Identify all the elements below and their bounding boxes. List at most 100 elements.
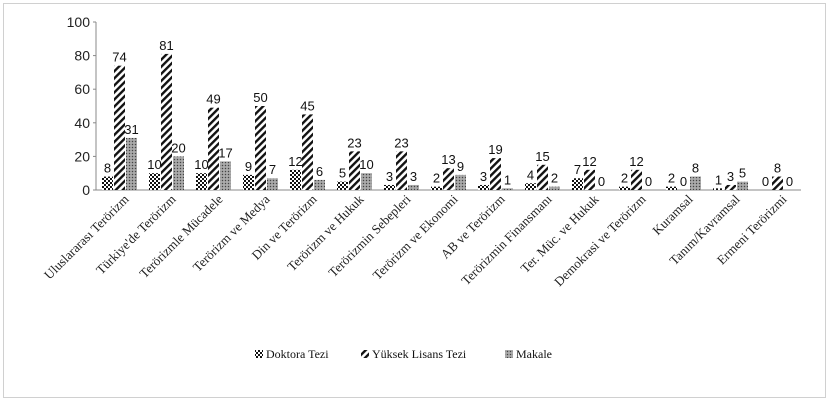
data-label-doktora-tezi: 4 xyxy=(527,167,534,182)
bar-yuksek-lisans-tezi xyxy=(443,168,454,190)
x-category-label: Terörizmin Sebepleri xyxy=(325,191,414,280)
data-label-makale: 20 xyxy=(171,140,185,155)
data-label-yuksek-lisans-tezi: 19 xyxy=(488,142,502,157)
bar-doktora-tezi xyxy=(102,177,113,190)
bar-doktora-tezi xyxy=(713,188,724,190)
data-label-yuksek-lisans-tezi: 15 xyxy=(535,149,549,164)
y-tick-label: 60 xyxy=(74,81,90,97)
data-label-yuksek-lisans-tezi: 23 xyxy=(347,135,361,150)
data-label-makale: 31 xyxy=(124,122,138,137)
data-label-yuksek-lisans-tezi: 0 xyxy=(680,174,687,189)
y-axis-ticks: 0 20 40 60 80 100 xyxy=(67,14,96,198)
bar-yuksek-lisans-tezi xyxy=(584,170,595,190)
bar-yuksek-lisans-tezi xyxy=(772,177,783,190)
bar-yuksek-lisans-tezi xyxy=(396,151,407,190)
data-label-makale: 5 xyxy=(739,166,746,181)
data-label-doktora-tezi: 2 xyxy=(433,171,440,186)
data-label-yuksek-lisans-tezi: 12 xyxy=(629,154,643,169)
legend-swatch-makale xyxy=(505,350,513,358)
data-label-yuksek-lisans-tezi: 13 xyxy=(441,152,455,167)
x-category-label: Demokrasi ve Terörizm xyxy=(551,192,649,290)
data-label-yuksek-lisans-tezi: 50 xyxy=(253,90,267,105)
data-label-makale: 7 xyxy=(269,162,276,177)
bar-makale xyxy=(314,180,325,190)
data-label-doktora-tezi: 0 xyxy=(762,174,769,189)
bar-makale xyxy=(126,138,137,190)
data-label-doktora-tezi: 5 xyxy=(339,166,346,181)
bar-doktora-tezi xyxy=(478,185,489,190)
data-label-yuksek-lisans-tezi: 49 xyxy=(206,92,220,107)
data-label-makale: 2 xyxy=(551,171,558,186)
data-label-makale: 1 xyxy=(504,172,511,187)
data-label-makale: 0 xyxy=(786,174,793,189)
bar-yuksek-lisans-tezi xyxy=(255,106,266,190)
x-category-label: Terörizmle Mücadele xyxy=(136,191,225,280)
y-tick-label: 40 xyxy=(74,115,90,131)
data-label-doktora-tezi: 8 xyxy=(104,161,111,176)
data-label-doktora-tezi: 3 xyxy=(386,169,393,184)
bar-makale xyxy=(267,178,278,190)
data-label-yuksek-lisans-tezi: 23 xyxy=(394,135,408,150)
bar-doktora-tezi xyxy=(196,173,207,190)
y-tick-label: 100 xyxy=(67,14,91,30)
bar-yuksek-lisans-tezi xyxy=(161,54,172,190)
data-label-yuksek-lisans-tezi: 81 xyxy=(159,38,173,53)
bar-doktora-tezi xyxy=(572,178,583,190)
legend-swatch-yuksek-lisans-tezi xyxy=(361,350,369,358)
data-label-yuksek-lisans-tezi: 45 xyxy=(300,98,314,113)
bar-yuksek-lisans-tezi xyxy=(725,185,736,190)
bar-makale xyxy=(173,156,184,190)
bar-makale xyxy=(408,185,419,190)
bar-makale xyxy=(455,175,466,190)
bar-makale xyxy=(737,182,748,190)
bar-yuksek-lisans-tezi xyxy=(631,170,642,190)
bar-makale xyxy=(502,188,513,190)
bar-doktora-tezi xyxy=(290,170,301,190)
data-label-doktora-tezi: 1 xyxy=(715,172,722,187)
bar-makale xyxy=(549,187,560,190)
data-label-yuksek-lisans-tezi: 12 xyxy=(582,154,596,169)
x-category-label: Ter. Müc. ve Hukuk xyxy=(517,191,602,276)
legend-swatch-doktora-tezi xyxy=(255,350,263,358)
data-label-yuksek-lisans-tezi: 74 xyxy=(112,50,126,65)
bar-doktora-tezi xyxy=(525,183,536,190)
bar-yuksek-lisans-tezi xyxy=(490,158,501,190)
legend-label-makale: Makale xyxy=(516,347,552,361)
x-category-label: Türkiye'de Terörizm xyxy=(93,192,179,278)
bar-makale xyxy=(690,177,701,190)
bar-doktora-tezi xyxy=(337,182,348,190)
bar-doktora-tezi xyxy=(619,187,630,190)
data-label-makale: 10 xyxy=(359,157,373,172)
x-category-label: Terörizm ve Ekonomi xyxy=(369,191,460,282)
bar-doktora-tezi xyxy=(384,185,395,190)
data-label-yuksek-lisans-tezi: 8 xyxy=(774,161,781,176)
data-label-doktora-tezi: 12 xyxy=(288,154,302,169)
bar-yuksek-lisans-tezi xyxy=(302,114,313,190)
data-label-doktora-tezi: 10 xyxy=(194,157,208,172)
bar-doktora-tezi xyxy=(243,175,254,190)
bar-yuksek-lisans-tezi xyxy=(537,165,548,190)
legend: Doktora Tezi Yüksek Lisans Tezi Makale xyxy=(255,347,552,361)
data-label-doktora-tezi: 2 xyxy=(621,171,628,186)
data-label-doktora-tezi: 10 xyxy=(147,157,161,172)
data-label-makale: 0 xyxy=(645,174,652,189)
data-label-doktora-tezi: 3 xyxy=(480,169,487,184)
data-label-yuksek-lisans-tezi: 3 xyxy=(727,169,734,184)
data-label-makale: 3 xyxy=(410,169,417,184)
bar-makale xyxy=(220,161,231,190)
legend-label-doktora-tezi: Doktora Tezi xyxy=(266,347,329,361)
y-tick-label: 80 xyxy=(74,48,90,64)
bar-doktora-tezi xyxy=(149,173,160,190)
data-label-makale: 9 xyxy=(457,159,464,174)
data-label-doktora-tezi: 7 xyxy=(574,162,581,177)
x-category-label: Uluslararası Terörizm xyxy=(41,192,132,283)
y-tick-label: 0 xyxy=(82,182,90,198)
legend-label-yuksek-lisans-tezi: Yüksek Lisans Tezi xyxy=(372,347,467,361)
bar-doktora-tezi xyxy=(431,187,442,190)
x-category-label: Kuramsal xyxy=(649,191,696,238)
data-label-makale: 17 xyxy=(218,145,232,160)
bar-makale xyxy=(361,173,372,190)
bar-doktora-tezi xyxy=(666,187,677,190)
